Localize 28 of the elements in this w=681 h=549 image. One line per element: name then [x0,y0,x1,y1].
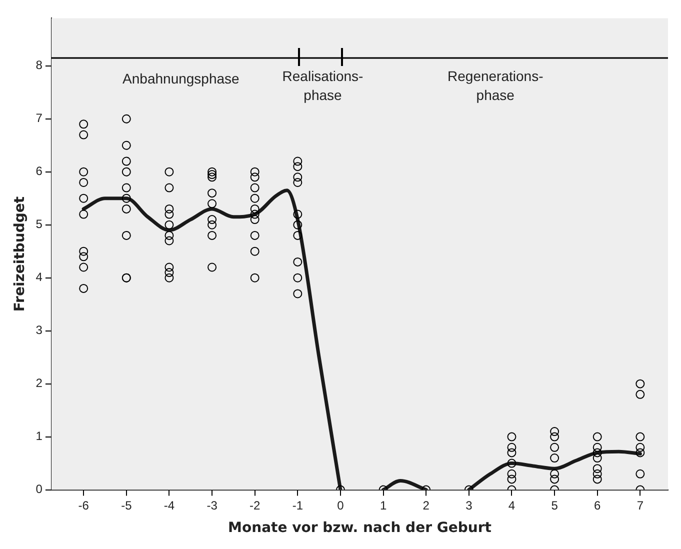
x-tick-label: -1 [292,498,304,512]
y-tick-label: 1 [36,429,43,444]
x-tick-label: 2 [422,498,430,512]
x-tick-label: -2 [250,498,260,512]
x-tick-label: 7 [636,498,644,512]
y-tick-label: 6 [36,164,43,178]
y-tick-label: 5 [36,217,43,232]
y-axis-title: Freizeitbudget [12,196,28,312]
x-tick-label: 0 [337,498,344,512]
y-tick-label: 4 [36,270,43,284]
x-tick-label: 1 [380,498,387,512]
x-tick-label: 5 [551,498,558,512]
y-tick-label: 3 [36,323,43,338]
annotation: Anbahnungsphase [122,70,240,86]
x-tick-label: -4 [164,498,175,512]
annotation: Realisations- phase [282,68,364,103]
x-tick-label: 6 [594,498,602,512]
y-tick-label: 0 [36,482,43,496]
x-tick-label: 4 [508,498,516,512]
x-tick-label: -3 [206,498,218,512]
annotation: Regenerations- phase [448,68,544,103]
x-tick-label: 3 [466,498,473,512]
y-tick-label: 2 [36,376,43,390]
y-tick-label: 8 [36,58,43,72]
x-tick-label: -5 [121,498,132,512]
x-axis-title: Monate vor bzw. nach der Geburt [228,520,492,536]
y-tick-label: 7 [36,111,43,126]
x-tick-label: -6 [78,498,90,512]
